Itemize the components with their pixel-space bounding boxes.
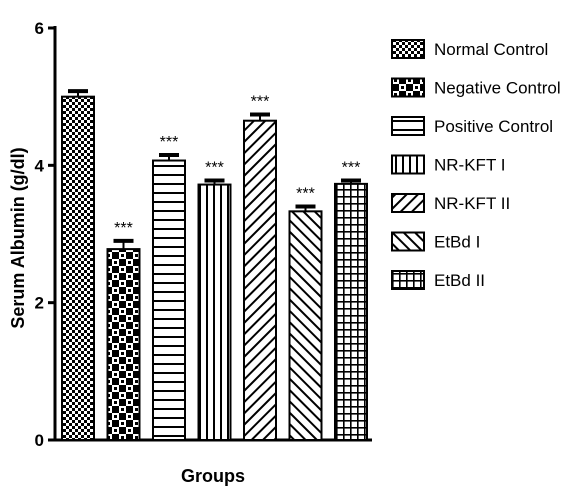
bar-3 — [153, 161, 185, 440]
bar-1 — [62, 97, 94, 440]
legend-label: NR-KFT I — [434, 156, 505, 175]
x-axis-title: Groups — [181, 466, 245, 486]
legend: Normal Control Negative Control Positive C… — [392, 40, 561, 290]
y-tick-label: 0 — [35, 431, 44, 450]
significance-label: *** — [296, 186, 315, 203]
legend-label: Positive Control — [434, 117, 553, 136]
y-axis-title: Serum Albumin (g/dl) — [8, 147, 28, 328]
significance-label: *** — [251, 94, 270, 111]
legend-swatch — [392, 271, 424, 289]
bar-4 — [199, 185, 231, 440]
legend-swatch — [392, 194, 424, 212]
legend-swatch — [392, 233, 424, 251]
significance-label: *** — [114, 220, 133, 237]
legend-label: EtBd II — [434, 271, 485, 290]
legend-swatch — [392, 79, 424, 97]
significance-label: *** — [342, 159, 361, 176]
bar-7 — [335, 184, 367, 440]
legend-swatch — [392, 40, 424, 58]
bar-5 — [244, 121, 276, 440]
bars: *** *** *** *** *** *** — [62, 91, 367, 440]
legend-label: Negative Control — [434, 79, 561, 98]
y-tick-label: 6 — [35, 19, 44, 38]
bar-2 — [108, 249, 140, 440]
legend-label: EtBd I — [434, 233, 480, 252]
legend-swatch — [392, 117, 424, 135]
significance-label: *** — [160, 134, 179, 151]
y-tick-label: 2 — [35, 294, 44, 313]
y-tick-label: 4 — [35, 156, 45, 175]
legend-label: NR-KFT II — [434, 194, 510, 213]
legend-label: Normal Control — [434, 40, 548, 59]
legend-swatch — [392, 156, 424, 174]
significance-label: *** — [205, 159, 224, 176]
bar-6 — [290, 211, 322, 440]
